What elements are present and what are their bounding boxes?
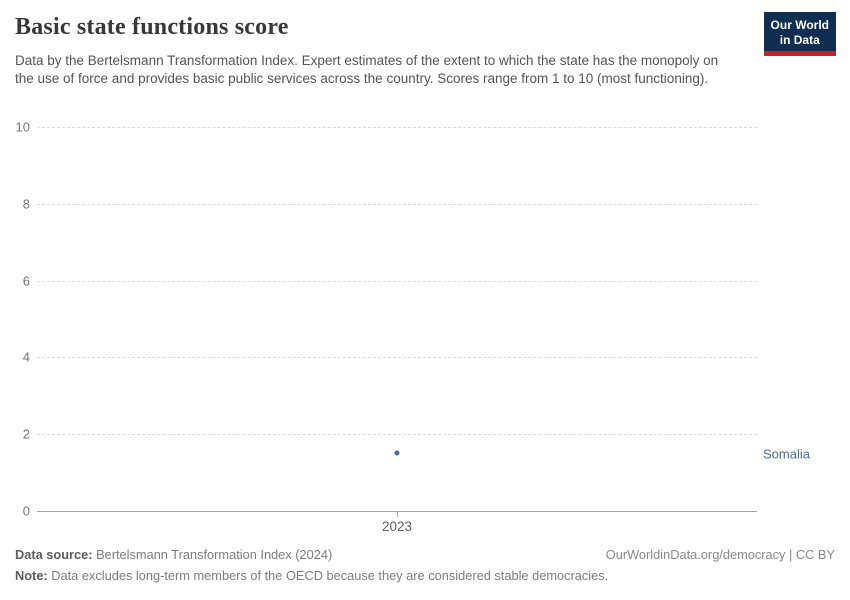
owid-logo[interactable]: Our World in Data [763, 12, 836, 56]
chart-subtitle: Data by the Bertelsmann Transformation I… [15, 53, 719, 87]
page-title: Basic state functions score [15, 14, 289, 40]
data-point-somalia[interactable] [394, 450, 400, 456]
y-gridline [37, 357, 757, 359]
footer-note-row: Note: Data excludes long-term members of… [15, 568, 835, 583]
y-gridline [37, 127, 757, 128]
y-tick-label: 6 [22, 273, 30, 289]
y-tick-label: 10 [15, 119, 30, 135]
footer-source-text: Bertelsmann Transformation Index (2024) [92, 547, 333, 562]
footer-note-label: Note: [15, 568, 48, 583]
y-tick-label: 8 [22, 196, 30, 212]
footer-note-text: Data excludes long-term members of the O… [47, 568, 609, 583]
y-gridline [37, 203, 757, 205]
footer-source-row: Data source: Bertelsmann Transformation … [15, 547, 835, 562]
x-tick-mark [397, 511, 398, 517]
y-tick-label: 0 [22, 503, 30, 519]
footer-source-label: Data source: [15, 547, 93, 562]
owid-logo-line1: Our World [770, 18, 829, 32]
y-gridline [37, 434, 757, 436]
footer-source: Data source: Bertelsmann Transformation … [15, 547, 332, 562]
y-tick-label: 2 [22, 426, 30, 442]
entity-label-somalia[interactable]: Somalia [763, 446, 810, 462]
footer-rights-link[interactable]: OurWorldinData.org/democracy | CC BY [605, 547, 835, 562]
x-tick-label: 2023 [381, 519, 413, 534]
owid-logo-line2: in Data [779, 33, 820, 47]
y-gridline [37, 280, 757, 282]
y-tick-label: 4 [22, 349, 30, 365]
